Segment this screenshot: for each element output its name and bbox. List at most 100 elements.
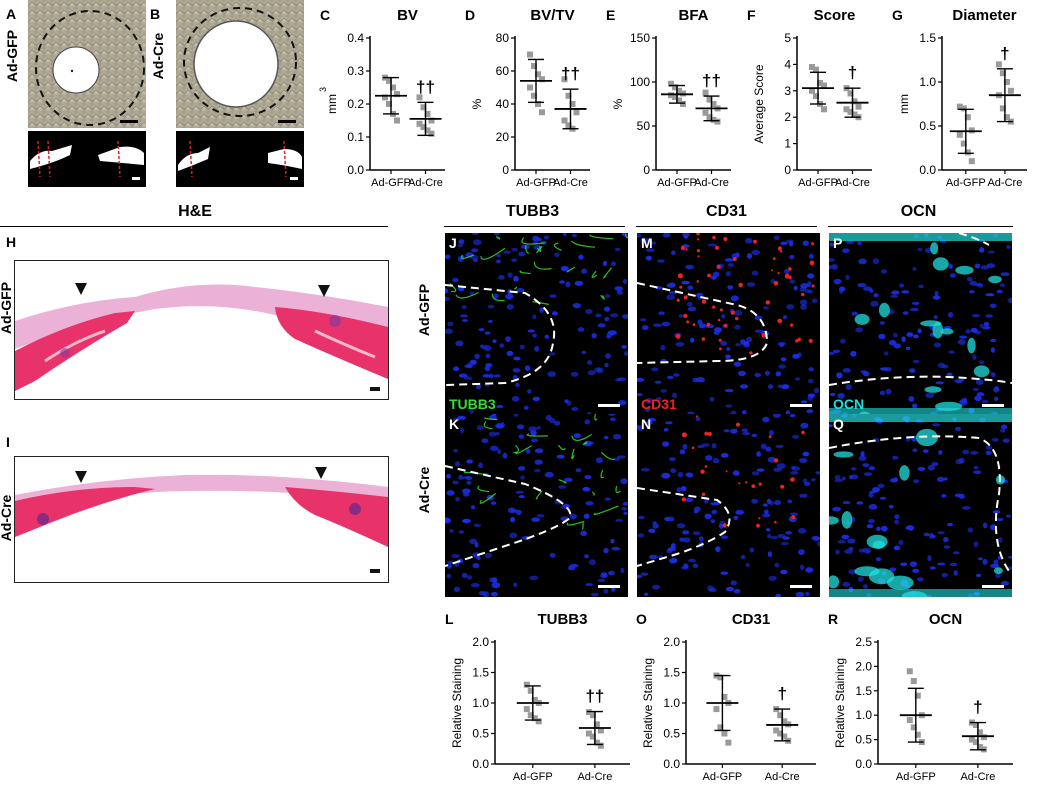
x-tick-label: Ad-Cre <box>835 177 870 189</box>
data-point <box>964 114 971 121</box>
y-tick-label: 1.0 <box>919 75 936 89</box>
y-tick-label: 0.4 <box>347 31 364 45</box>
data-point <box>906 717 913 724</box>
row-label-ad-cre-top: Ad-Cre <box>150 32 166 80</box>
y-tick-label: 1.0 <box>855 708 872 722</box>
data-point <box>717 674 724 681</box>
y-tick-label: 0.5 <box>663 727 680 741</box>
data-point <box>561 76 568 83</box>
data-point <box>386 77 392 84</box>
y-tick-label: 2 <box>784 110 791 124</box>
y-tick-label: 150 <box>630 31 650 45</box>
data-point <box>527 84 533 91</box>
y-tick-label: 2.5 <box>855 635 872 649</box>
chart-title: TUBB3 <box>537 611 587 628</box>
significance-marker: † <box>777 684 786 703</box>
panel-label-p: P <box>833 235 843 251</box>
panel-label-a: A <box>6 6 17 22</box>
data-point <box>972 721 979 728</box>
data-point <box>725 739 732 746</box>
data-point <box>585 730 592 737</box>
data-point <box>593 721 600 728</box>
data-point <box>527 687 534 694</box>
if-panel-k <box>445 414 628 597</box>
panel-label-l: L <box>445 611 454 627</box>
significance-marker: †† <box>561 64 580 83</box>
section-title-he: H&E <box>178 203 212 220</box>
panel-label-c: C <box>320 7 330 23</box>
data-point <box>781 733 788 740</box>
y-tick-label: 1.0 <box>663 696 680 710</box>
stain-label-cd31: CD31 <box>641 396 677 412</box>
x-tick-label: Ad-Cre <box>987 177 1022 189</box>
y-tick-label: 1.5 <box>663 666 680 680</box>
row-label-ad-cre-he: Ad-Cre <box>0 494 14 542</box>
data-point <box>809 64 815 71</box>
y-axis-label-sup: 3 <box>318 87 328 92</box>
y-axis-label: % <box>470 98 484 109</box>
y-axis-label: Average Score <box>752 64 766 143</box>
data-point <box>847 108 854 115</box>
panel-label-n: N <box>641 416 652 432</box>
y-tick-label: 4 <box>784 57 791 71</box>
significance-marker: † <box>973 698 982 717</box>
y-tick-label: 60 <box>496 64 510 78</box>
data-point <box>1003 114 1010 121</box>
panel-label-k: K <box>449 416 460 432</box>
data-point <box>717 724 724 731</box>
chart-c: C BV 0.0 0.1 0.2 0.3 0.4 mm 3 Ad-GFP Ad-Cre †† <box>318 0 453 192</box>
x-tick-label: Ad-GFP <box>657 177 697 189</box>
data-point <box>960 140 967 147</box>
data-point <box>710 116 717 123</box>
panel-label-j: J <box>449 235 457 251</box>
data-point <box>394 117 400 124</box>
y-tick-label: 80 <box>496 31 510 45</box>
y-tick-label: 0.0 <box>663 757 680 771</box>
if-panel-q <box>829 414 1012 597</box>
y-axis-label: % <box>611 98 625 109</box>
significance-marker: †† <box>702 71 721 90</box>
panel-label-b: B <box>150 6 161 22</box>
y-tick-label: 1.5 <box>919 31 936 45</box>
panel-label-d: D <box>465 7 475 23</box>
data-point <box>416 120 423 127</box>
chart-title: Score <box>814 7 856 24</box>
data-point <box>539 76 545 83</box>
y-tick-label: 3 <box>784 84 791 98</box>
data-point <box>420 124 427 131</box>
data-point <box>535 718 542 725</box>
y-tick-label: 0.2 <box>347 97 364 111</box>
data-point <box>589 712 596 719</box>
data-point <box>1003 79 1010 85</box>
chart-title: BV <box>397 7 418 24</box>
panel-label-e: E <box>606 7 615 23</box>
if-panel-j <box>445 233 628 416</box>
data-point <box>573 109 580 116</box>
data-point <box>535 101 541 107</box>
data-point <box>999 70 1006 77</box>
data-point <box>394 91 400 98</box>
data-point <box>968 736 975 743</box>
data-point <box>999 105 1006 112</box>
significance-marker: †† <box>585 687 604 706</box>
data-point <box>781 718 788 725</box>
data-point <box>773 727 780 734</box>
data-point <box>706 114 713 121</box>
data-point <box>995 61 1002 68</box>
chart-g: G Diameter 0.0 0.5 1.0 1.5 mm Ad-GFP Ad-Cre † <box>890 0 1035 192</box>
data-point <box>589 733 596 740</box>
chart-title: BV/TV <box>530 7 574 24</box>
panel-label-r: R <box>828 611 838 627</box>
data-point <box>565 92 572 99</box>
section-title-tubb3: TUBB3 <box>505 203 560 220</box>
data-point <box>980 734 987 741</box>
y-tick-label: 0.3 <box>347 64 364 78</box>
data-point <box>539 109 545 116</box>
data-point <box>531 715 538 722</box>
stain-label-tubb3: TUBB3 <box>449 396 496 412</box>
data-point <box>676 87 682 94</box>
data-point <box>523 706 530 713</box>
chart-title: OCN <box>929 611 962 628</box>
y-tick-label: 0.0 <box>919 163 936 177</box>
data-point <box>817 79 823 86</box>
